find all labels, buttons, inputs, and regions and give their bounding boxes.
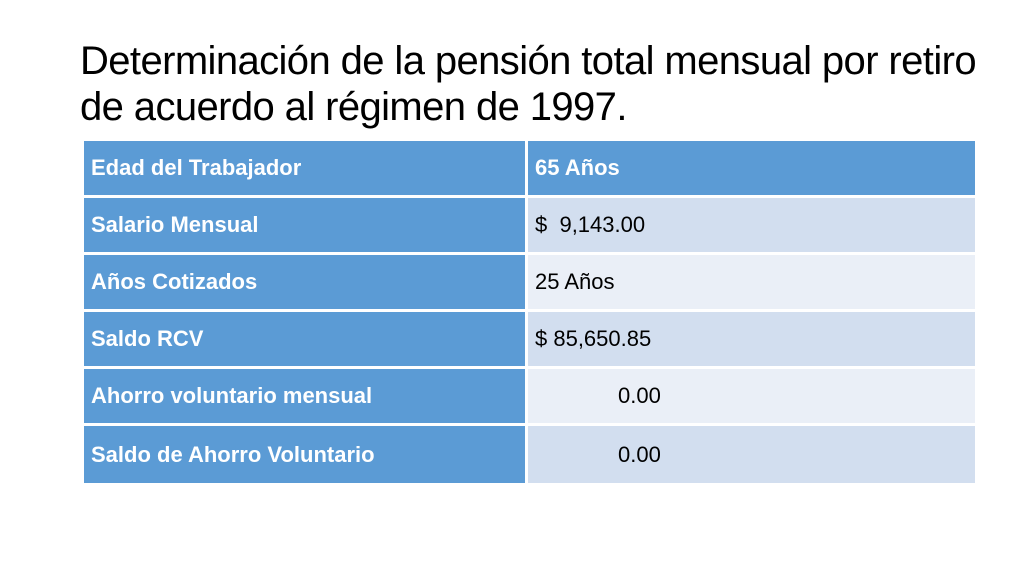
row-label-cell: Ahorro voluntario mensual [84, 369, 528, 426]
row-value-cell: 0.00 [528, 369, 975, 426]
row-label-cell: Saldo de Ahorro Voluntario [84, 426, 528, 483]
table-row: Saldo de Ahorro Voluntario 0.00 [84, 426, 975, 483]
table-row: Salario Mensual $ 9,143.00 [84, 198, 975, 255]
row-value-cell: 0.00 [528, 426, 975, 483]
slide-title: Determinación de la pensión total mensua… [80, 39, 977, 129]
row-label-cell: Salario Mensual [84, 198, 528, 255]
table-row: Saldo RCV $ 85,650.85 [84, 312, 975, 369]
row-label-cell: Años Cotizados [84, 255, 528, 312]
row-value-cell: 25 Años [528, 255, 975, 312]
row-label-cell: Saldo RCV [84, 312, 528, 369]
table-row: Años Cotizados 25 Años [84, 255, 975, 312]
table-row: Ahorro voluntario mensual 0.00 [84, 369, 975, 426]
row-value-cell: $ 9,143.00 [528, 198, 975, 255]
data-table: Edad del Trabajador 65 Años Salario Mens… [84, 141, 975, 483]
table-header-row: Edad del Trabajador 65 Años [84, 141, 975, 198]
row-value-cell: $ 85,650.85 [528, 312, 975, 369]
header-label-cell: Edad del Trabajador [84, 141, 528, 198]
header-value-cell: 65 Años [528, 141, 975, 198]
